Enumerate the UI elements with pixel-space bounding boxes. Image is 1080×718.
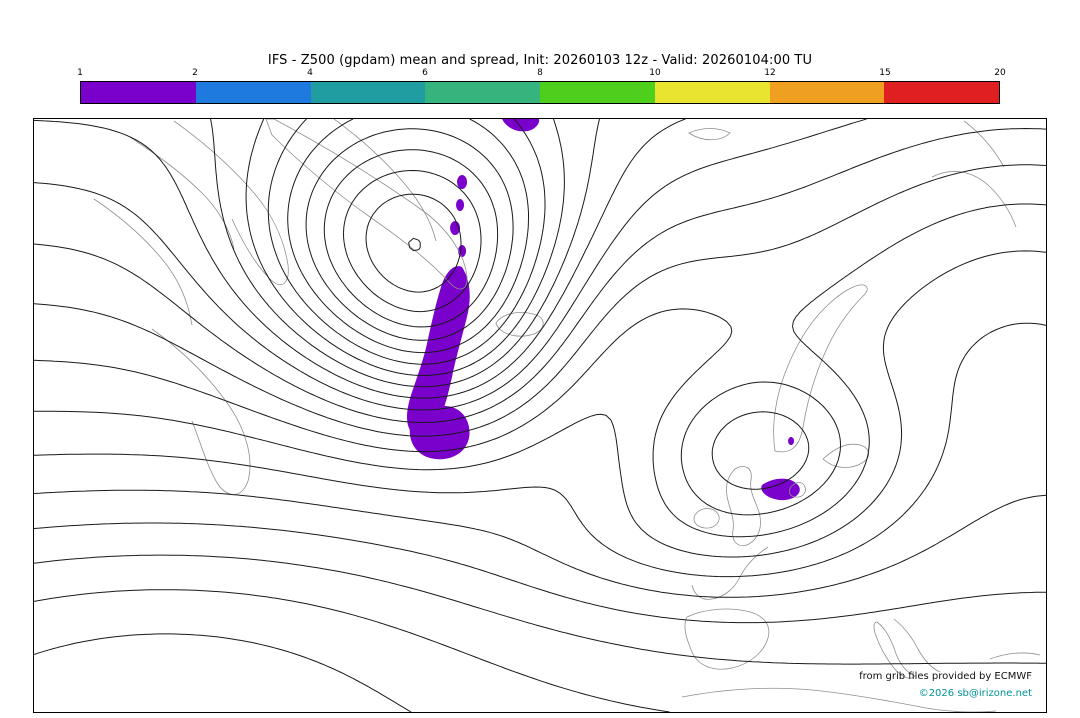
coastline [684,608,770,670]
colorbar-segment [769,82,885,103]
coastline [822,443,869,468]
colorbar-tick-label: 15 [879,68,891,78]
colorbar-tick-label: 6 [422,68,428,78]
coastline [681,687,997,712]
coastline [693,508,720,529]
colorbar-tick-label: 10 [649,68,661,78]
coastline [688,128,731,141]
coastline [931,171,1017,228]
coastline [93,198,193,326]
coastline [726,466,761,547]
coastline [151,328,251,495]
spread-shading-region [502,119,540,132]
colorbar: 1 2 4 6 8 10 12 15 20 [77,68,1006,104]
colorbar-segment [195,82,311,103]
colorbar-segment [425,82,540,103]
colorbar-tick-label: 20 [994,68,1006,78]
colorbar-tick-label: 2 [192,68,198,78]
colorbar-tick-label: 1 [77,68,83,78]
colorbar-tick-label: 4 [307,68,313,78]
colorbar-segment [540,82,655,103]
spread-shading-region [788,437,795,445]
provider-text: from grib files provided by ECMWF [859,671,1032,682]
colorbar-tick-label: 12 [764,68,776,78]
colorbar-tick-label: 8 [537,68,543,78]
copyright-text: ©2026 sb@irizone.net [918,688,1032,699]
colorbar-segment [654,82,770,103]
spread-shading-region [456,199,465,211]
coastline [333,119,437,242]
coastline [265,119,468,290]
colorbar-segment [81,82,196,103]
coastline [788,482,806,498]
map-svg [34,119,1046,712]
z500-mean-contours [34,119,1046,712]
coastline [873,621,916,679]
coastline [129,136,235,250]
map-panel: from grib files provided by ECMWF ©2026 … [33,118,1047,713]
page-title: IFS - Z500 (gpdam) mean and spread, Init… [267,53,813,68]
coastline [963,120,1005,168]
colorbar-ticks: 1 2 4 6 8 10 12 15 20 [77,68,1006,81]
coastline [773,284,868,453]
colorbar-segments [80,81,1000,104]
colorbar-segment [884,82,999,103]
spread-shading-region [457,175,468,189]
coastline [893,618,941,673]
spread-shading-region [458,245,467,257]
colorbar-segment [310,82,426,103]
coastline [173,120,289,285]
coastline [989,652,1041,660]
